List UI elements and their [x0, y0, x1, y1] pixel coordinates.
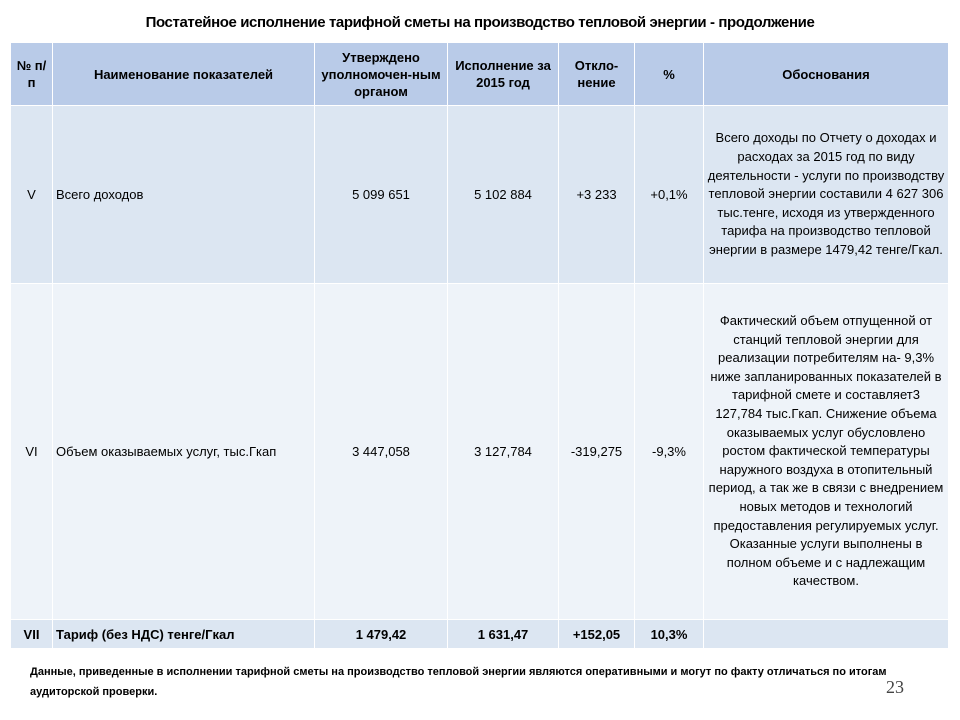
header-percent: % [634, 42, 704, 106]
row-reason [703, 619, 949, 649]
row-percent: +0,1% [634, 105, 704, 284]
row-approved: 3 447,058 [314, 283, 448, 620]
footnote: Данные, приведенные в исполнении тарифно… [30, 666, 887, 698]
row-approved: 1 479,42 [314, 619, 448, 649]
row-deviation: +152,05 [558, 619, 635, 649]
header-actual: Исполнение за 2015 год [447, 42, 559, 106]
row-name: Тариф (без НДС) тенге/Гкал [52, 619, 315, 649]
header-reason: Обоснования [703, 42, 949, 106]
table-row: VI Объем оказываемых услуг, тыс.Гкап 3 4… [10, 283, 949, 620]
header-approved: Утверждено уполномочен-ным органом [314, 42, 448, 106]
row-actual: 3 127,784 [447, 283, 559, 620]
row-deviation: +3 233 [558, 105, 635, 284]
row-num: VI [10, 283, 53, 620]
header-name: Наименование показателей [52, 42, 315, 106]
row-name: Всего доходов [52, 105, 315, 284]
row-num: VII [10, 619, 53, 649]
row-approved: 5 099 651 [314, 105, 448, 284]
row-percent: 10,3% [634, 619, 704, 649]
row-name: Объем оказываемых услуг, тыс.Гкап [52, 283, 315, 620]
row-actual: 1 631,47 [447, 619, 559, 649]
row-percent: -9,3% [634, 283, 704, 620]
header-num: № п/п [10, 42, 53, 106]
row-num: V [10, 105, 53, 284]
table-header-row: № п/п Наименование показателей Утвержден… [10, 42, 949, 106]
row-deviation: -319,275 [558, 283, 635, 620]
table-row: V Всего доходов 5 099 651 5 102 884 +3 2… [10, 105, 949, 284]
page-title: Постатейное исполнение тарифной сметы на… [145, 14, 815, 31]
page-number: 23 [886, 677, 904, 697]
table-row: VII Тариф (без НДС) тенге/Гкал 1 479,42 … [10, 619, 949, 649]
row-reason: Фактический объем отпущенной от станций … [703, 283, 949, 620]
row-actual: 5 102 884 [447, 105, 559, 284]
tariff-execution-table: № п/п Наименование показателей Утвержден… [10, 42, 949, 649]
header-deviation: Откло-нение [558, 42, 635, 106]
row-reason: Всего доходы по Отчету о доходах и расхо… [703, 105, 949, 284]
